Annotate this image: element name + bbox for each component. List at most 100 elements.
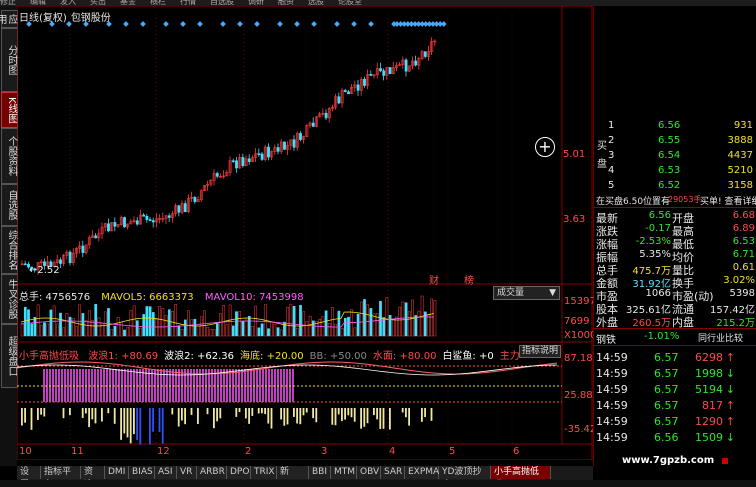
tick-price: 6.57 bbox=[654, 383, 679, 396]
indicator-tab[interactable]: TRIX bbox=[251, 466, 277, 479]
scroll-marker[interactable] bbox=[722, 458, 728, 464]
candle-body bbox=[78, 245, 82, 249]
indicator-tab[interactable]: 设置 bbox=[17, 466, 41, 479]
top-menu-item[interactable]: 编辑 bbox=[30, 0, 46, 6]
indicator-tab[interactable]: OBV bbox=[357, 466, 381, 479]
top-menu-item[interactable]: 融资 bbox=[278, 0, 294, 6]
bid-note[interactable]: 在买盘6.50位置有 29053手 买单! 查看详细 bbox=[596, 195, 756, 207]
top-menu-item[interactable]: 横栏 bbox=[150, 0, 166, 6]
top-menu-item[interactable]: 选股 bbox=[308, 0, 324, 6]
indicator-negative-bar bbox=[91, 408, 94, 420]
volume-bar bbox=[267, 328, 270, 337]
volume-bar bbox=[292, 305, 296, 337]
top-menu-item[interactable]: 自选股 bbox=[210, 0, 234, 6]
volume-bar bbox=[151, 312, 155, 337]
left-tab-1[interactable]: 分时图 bbox=[1, 28, 18, 92]
candle-body bbox=[164, 215, 168, 219]
indicator-bar bbox=[139, 369, 141, 402]
volume-bar bbox=[286, 307, 290, 337]
left-tab-7[interactable]: 超级盘口 bbox=[1, 324, 18, 388]
candle-body bbox=[75, 248, 78, 254]
bid-level: 5 bbox=[608, 180, 615, 191]
signal-diamond-icon bbox=[140, 21, 146, 27]
left-tab-2[interactable]: K线图 bbox=[1, 92, 18, 128]
volume-bar bbox=[343, 318, 347, 337]
indicator-tab[interactable]: ASI bbox=[155, 466, 177, 479]
indicator-negative-bar bbox=[161, 408, 164, 444]
volume-bar bbox=[209, 328, 213, 337]
kline-chart-area[interactable]: 日线(复权) 包钢股份 ←2.52 5.01 3.63 财 榜 + 总手: 475… bbox=[17, 6, 596, 460]
indicator-negative-bar bbox=[219, 408, 222, 419]
volume-bar bbox=[260, 323, 264, 337]
top-menu-item[interactable]: 发入 bbox=[60, 0, 76, 6]
x-axis-label: 4 bbox=[389, 446, 396, 457]
candle-body bbox=[398, 64, 402, 66]
left-tab-6[interactable]: 牛叉诊股 bbox=[1, 274, 18, 324]
indicator-tab[interactable]: DPO bbox=[227, 466, 251, 479]
bid-row[interactable]: 4 6.53 5210 bbox=[594, 165, 756, 178]
quote-row: 市盈 1066 市盈(动) 5398 bbox=[594, 288, 756, 303]
indicator-tab[interactable]: 小手高抛低吸 bbox=[491, 466, 551, 479]
candle-body bbox=[183, 203, 187, 213]
volume-indicator-select[interactable]: 成交量 ▼ bbox=[493, 286, 560, 300]
top-menu-item[interactable]: 买出 bbox=[90, 0, 106, 6]
candle-body bbox=[206, 183, 210, 186]
indicator-tab[interactable]: 新DMA bbox=[277, 466, 309, 479]
volume-bar bbox=[369, 308, 373, 337]
indicator-negative-bar bbox=[158, 408, 161, 433]
bid-price: 6.55 bbox=[658, 135, 681, 146]
indicator-tab[interactable]: 资选 bbox=[81, 466, 105, 479]
tick-time: 14:59 bbox=[596, 399, 628, 412]
bid-row[interactable]: 1 6.56 931 bbox=[594, 120, 756, 133]
indicator-tab[interactable]: YD波顶抄底 bbox=[439, 466, 491, 479]
candle-body bbox=[142, 214, 146, 217]
indicator-negative-bar bbox=[40, 408, 42, 415]
top-menu-item[interactable]: 行情 bbox=[180, 0, 196, 6]
candle-body bbox=[139, 214, 142, 225]
top-menu-item[interactable]: 基金 bbox=[120, 0, 136, 6]
quote-value: 260.5万 bbox=[632, 318, 671, 329]
top-menu-item[interactable]: 论股堂 bbox=[338, 0, 362, 6]
bid-volume: 3888 bbox=[727, 135, 753, 146]
indicator-tab[interactable]: 指标平台 bbox=[41, 466, 81, 479]
indicator-help-button[interactable]: 指标说明 bbox=[519, 345, 561, 358]
x-axis-label: 11 bbox=[71, 446, 84, 457]
left-tab-5[interactable]: 综合排名 bbox=[1, 226, 18, 274]
volume-bar bbox=[183, 319, 187, 337]
left-tab-3[interactable]: 个股资料 bbox=[1, 128, 18, 184]
candle-body bbox=[33, 268, 37, 270]
volume-bar bbox=[49, 309, 53, 337]
indicator-tab[interactable]: MTM bbox=[331, 466, 357, 479]
volume-bar bbox=[247, 316, 251, 337]
left-tab-0[interactable]: 应用 bbox=[0, 10, 18, 28]
indicator-tab[interactable]: BIAS bbox=[129, 466, 155, 479]
event-label-finance[interactable]: 财 bbox=[429, 276, 439, 287]
volume-bar bbox=[135, 320, 139, 337]
event-label-rank[interactable]: 榜 bbox=[464, 276, 474, 287]
indicator-bar bbox=[103, 369, 105, 402]
volume-scale-mid: 7699 bbox=[564, 316, 590, 327]
indicator-tab[interactable]: ARBR bbox=[197, 466, 227, 479]
indicator-tab[interactable]: BBI bbox=[309, 466, 331, 479]
candle-body bbox=[219, 175, 222, 178]
indicator-value: 波浪2: +62.36 bbox=[164, 351, 235, 362]
bid-row[interactable]: 5 6.52 3158 bbox=[594, 180, 756, 193]
bid-row[interactable]: 2 6.55 3888 bbox=[594, 135, 756, 148]
top-menu-item[interactable]: 修正 bbox=[0, 0, 16, 6]
left-tab-4[interactable]: 自选股 bbox=[1, 184, 18, 226]
signal-diamond-icon bbox=[197, 21, 203, 27]
signal-diamond-icon bbox=[351, 21, 357, 27]
volume-bar bbox=[164, 315, 168, 337]
indicator-bar bbox=[43, 369, 45, 402]
top-menu-item[interactable]: 调研 bbox=[248, 0, 264, 6]
volume-bar bbox=[215, 323, 219, 337]
indicator-tab[interactable]: VR bbox=[177, 466, 197, 479]
candle-body bbox=[247, 158, 251, 162]
volume-bar bbox=[401, 301, 405, 337]
bid-row[interactable]: 3 6.54 4437 bbox=[594, 150, 756, 163]
indicator-tab[interactable]: DMI bbox=[105, 466, 129, 479]
indicator-tab[interactable]: EXPMA bbox=[405, 466, 439, 479]
indicator-tab[interactable]: SAR bbox=[381, 466, 405, 479]
volume-bar bbox=[55, 323, 59, 337]
sector-row[interactable]: 钢铁 -1.01% 同行业比较 bbox=[596, 331, 744, 346]
